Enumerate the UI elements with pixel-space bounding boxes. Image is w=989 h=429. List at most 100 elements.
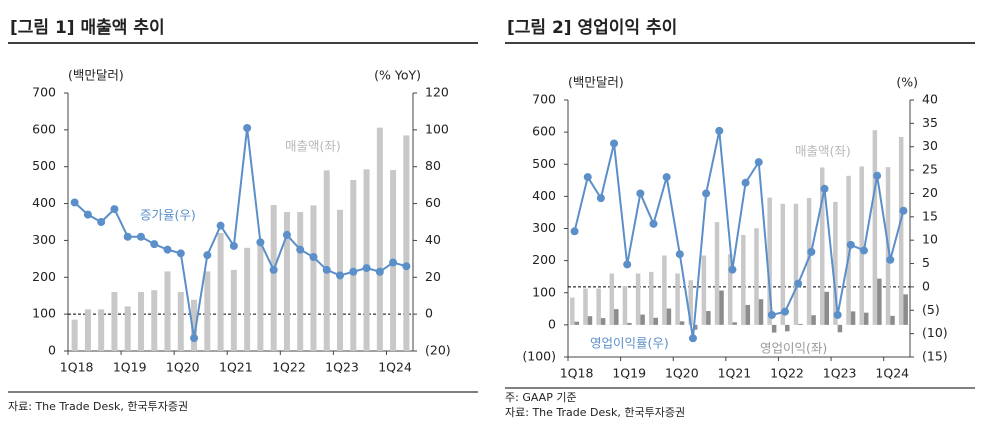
y2-tick-label: 40 <box>922 92 938 107</box>
marker <box>336 271 345 280</box>
y2-tick-label: 20 <box>425 269 441 284</box>
marker <box>269 265 278 274</box>
bar <box>666 308 672 325</box>
y-tick-label: 200 <box>532 252 556 267</box>
bar <box>679 321 685 325</box>
bar <box>767 197 772 325</box>
marker <box>97 218 106 226</box>
x-tick-label: 1Q19 <box>113 360 147 375</box>
bar <box>824 291 829 325</box>
bar <box>649 271 654 325</box>
y-tick-label: 0 <box>548 316 556 331</box>
bar <box>859 166 864 325</box>
y-tick-label: 400 <box>32 195 56 210</box>
bar <box>583 288 588 325</box>
marker <box>402 262 411 271</box>
bar <box>204 271 211 351</box>
marker <box>150 240 159 249</box>
marker <box>728 265 737 274</box>
marker <box>781 307 790 316</box>
marker <box>203 251 212 260</box>
bar <box>820 167 825 325</box>
marker <box>243 124 252 133</box>
bar <box>574 321 580 325</box>
x-tick-label: 1Q22 <box>770 366 804 381</box>
bar <box>137 292 144 351</box>
bar <box>570 297 575 325</box>
bar <box>903 294 908 325</box>
bar <box>785 324 790 332</box>
marker <box>190 334 199 343</box>
bar <box>692 324 698 330</box>
bar <box>403 135 410 351</box>
line <box>73 127 407 339</box>
y-tick-label: (100) <box>522 349 556 364</box>
bar <box>323 170 330 351</box>
bar <box>754 228 759 325</box>
bar <box>758 299 764 325</box>
series-label: 영업이익률(우) <box>590 336 669 351</box>
y2-tick-label: 15 <box>922 208 938 223</box>
bar <box>701 255 707 325</box>
y2-tick-label: (5) <box>922 302 940 317</box>
marker <box>754 158 763 167</box>
y2-tick-label: 40 <box>425 232 441 247</box>
bar <box>675 273 680 325</box>
y2-tick-label: (10) <box>922 325 948 340</box>
y-tick-label: 300 <box>32 232 56 247</box>
bar <box>771 324 777 333</box>
y-tick-label: 100 <box>32 306 56 321</box>
bar <box>745 304 751 325</box>
bar <box>850 311 856 325</box>
bar <box>898 136 904 325</box>
series-label: 매출액(좌) <box>285 139 341 154</box>
bar <box>111 292 118 351</box>
marker <box>899 206 908 215</box>
marker <box>583 173 592 182</box>
series-label: 영업이익(좌) <box>760 341 827 356</box>
y2-tick-label: 100 <box>425 121 449 136</box>
bar <box>350 179 357 351</box>
marker <box>570 227 579 236</box>
bar <box>780 203 786 325</box>
marker <box>256 238 265 247</box>
y-tick-label: 600 <box>532 124 556 139</box>
marker <box>886 255 895 264</box>
bar <box>688 280 693 325</box>
bar <box>811 315 816 325</box>
series-label: 매출액(좌) <box>795 144 851 159</box>
bar <box>622 286 628 325</box>
y-tick-label: 300 <box>532 220 556 235</box>
marker <box>389 258 398 267</box>
y2-axis-label: (%) <box>896 75 918 90</box>
marker <box>176 249 185 258</box>
y2-tick-label: 30 <box>922 138 938 153</box>
bar <box>833 201 838 325</box>
marker <box>163 245 172 254</box>
marker <box>767 310 776 319</box>
series-label: 증가율(우) <box>140 208 196 223</box>
bar <box>596 288 601 325</box>
y-axis-label: (백만달러) <box>568 75 624 90</box>
bar <box>376 127 383 351</box>
bar <box>719 290 724 325</box>
bar <box>727 254 733 325</box>
marker <box>70 198 79 207</box>
bar <box>863 312 869 325</box>
y-tick-label: 700 <box>32 85 56 100</box>
y2-tick-label: 10 <box>922 232 938 247</box>
x-tick-label: 1Q23 <box>823 366 857 381</box>
bar <box>84 309 91 351</box>
y-tick-label: 500 <box>532 156 556 171</box>
bar <box>653 317 658 325</box>
x-tick-label: 1Q21 <box>718 366 752 381</box>
x-tick-label: 1Q20 <box>166 360 200 375</box>
x-tick-label: 1Q19 <box>612 366 646 381</box>
y2-tick-label: 60 <box>425 195 441 210</box>
bar <box>846 175 851 325</box>
chart-title: [그림 2] 영업이익 추이 <box>507 18 677 38</box>
source: 자료: The Trade Desk, 한국투자증권 <box>505 406 685 419</box>
y2-axis-label: (% YoY) <box>374 68 421 83</box>
marker <box>859 246 868 255</box>
